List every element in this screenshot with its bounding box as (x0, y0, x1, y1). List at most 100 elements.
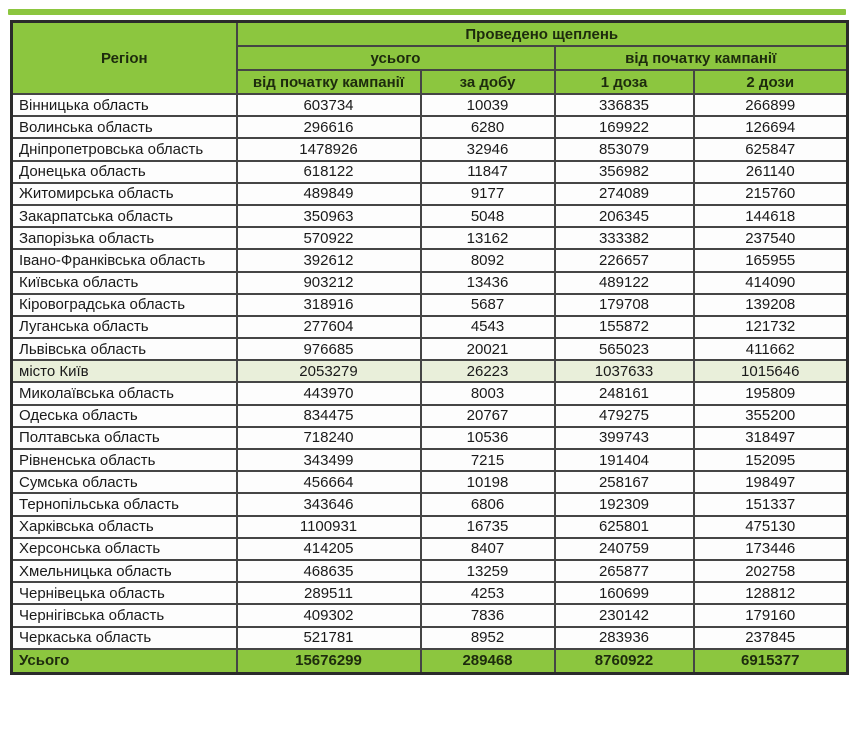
value-cell: 7215 (419, 447, 556, 473)
region-name: Дніпропетровська область (10, 137, 238, 162)
value-cell: 336835 (553, 92, 695, 118)
value-cell: 1100931 (235, 514, 422, 539)
value-cell: 2053279 (235, 359, 422, 384)
table-row: Чернівецька область 289511 4253 160699 12881… (10, 581, 849, 606)
value-cell: 7836 (419, 603, 556, 628)
region-name: Житомирська область (10, 181, 238, 206)
region-name: Рівненська область (10, 447, 238, 473)
value-cell: 570922 (235, 226, 422, 251)
value-cell: 296616 (235, 115, 422, 140)
value-cell: 261140 (692, 159, 849, 184)
region-name: Кіровоградська область (10, 292, 238, 317)
value-cell: 191404 (553, 447, 695, 473)
table-row: Донецька область 618122 11847 356982 261140 (10, 159, 849, 184)
value-cell: 283936 (553, 625, 695, 650)
table-row: Вінницька область 603734 10039 336835 266899 (10, 92, 849, 118)
header-row-columns: від початку кампанії за добу 1 доза 2 до… (12, 69, 849, 95)
value-cell: 128812 (692, 581, 849, 606)
column-header-group: Проведено щеплень (235, 20, 849, 47)
column-header-per-day: за добу (419, 69, 556, 95)
column-header-total-group: усього (235, 45, 556, 71)
value-cell: 8952 (419, 625, 556, 650)
value-cell: 4253 (419, 581, 556, 606)
total-value-per-day: 289468 (419, 647, 556, 675)
table-row: Херсонська область 414205 8407 240759 173446 (10, 536, 849, 561)
value-cell: 392612 (235, 248, 422, 273)
total-value-dose2: 6915377 (692, 647, 849, 675)
region-name: Закарпатська область (10, 203, 238, 229)
region-name: Вінницька область (10, 92, 238, 118)
value-cell: 443970 (235, 381, 422, 406)
value-cell: 603734 (235, 92, 422, 118)
value-cell: 350963 (235, 203, 422, 229)
value-cell: 179160 (692, 603, 849, 628)
table-row: Харківська область 1100931 16735 625801 4751… (10, 514, 849, 539)
region-name: Миколаївська область (10, 381, 238, 406)
value-cell: 489122 (553, 270, 695, 295)
region-name: Херсонська область (10, 536, 238, 561)
value-cell: 20021 (419, 337, 556, 362)
value-cell: 468635 (235, 558, 422, 584)
value-cell: 411662 (692, 337, 849, 362)
region-name: Черкаська область (10, 625, 238, 650)
value-cell: 8003 (419, 381, 556, 406)
total-value-dose1: 8760922 (553, 647, 695, 675)
table-row: Запорізька область 570922 13162 333382 23754… (10, 226, 849, 251)
value-cell: 976685 (235, 337, 422, 362)
column-header-dose2: 2 дози (692, 69, 849, 95)
region-name: Запорізька область (10, 226, 238, 251)
value-cell: 355200 (692, 403, 849, 428)
value-cell: 565023 (553, 337, 695, 362)
table-row: Полтавська область 718240 10536 399743 31849… (10, 425, 849, 451)
total-row: Усього 15676299 289468 8760922 6915377 (10, 647, 849, 675)
value-cell: 13436 (419, 270, 556, 295)
value-cell: 318916 (235, 292, 422, 317)
value-cell: 265877 (553, 558, 695, 584)
table-body: Вінницька область 603734 10039 336835 266899… (10, 92, 849, 650)
value-cell: 6280 (419, 115, 556, 140)
value-cell: 5048 (419, 203, 556, 229)
value-cell: 618122 (235, 159, 422, 184)
table-row: Закарпатська область 350963 5048 206345 1446… (10, 203, 849, 229)
value-cell: 215760 (692, 181, 849, 206)
region-name: Чернігівська область (10, 603, 238, 628)
region-name: Донецька область (10, 159, 238, 184)
value-cell: 903212 (235, 270, 422, 295)
column-header-campaign-group: від початку кампанії (553, 45, 849, 71)
value-cell: 126694 (692, 115, 849, 140)
table-footer: Усього 15676299 289468 8760922 6915377 (10, 647, 849, 675)
table-row: Хмельницька область 468635 13259 265877 2027… (10, 558, 849, 584)
value-cell: 16735 (419, 514, 556, 539)
table-row: Сумська область 456664 10198 258167 198497 (10, 470, 849, 495)
region-name: Харківська область (10, 514, 238, 539)
value-cell: 475130 (692, 514, 849, 539)
value-cell: 356982 (553, 159, 695, 184)
value-cell: 144618 (692, 203, 849, 229)
value-cell: 834475 (235, 403, 422, 428)
region-name: Хмельницька область (10, 558, 238, 584)
value-cell: 343646 (235, 492, 422, 517)
value-cell: 13162 (419, 226, 556, 251)
table-header: Регіон Проведено щеплень усього від поча… (10, 20, 849, 95)
table-row: Рівненська область 343499 7215 191404 152095 (10, 447, 849, 473)
total-label: Усього (10, 647, 238, 675)
region-name: Тернопільська область (10, 492, 238, 517)
value-cell: 8407 (419, 536, 556, 561)
value-cell: 10536 (419, 425, 556, 451)
region-name: Львівська область (10, 337, 238, 362)
column-header-region: Регіон (10, 20, 238, 95)
value-cell: 226657 (553, 248, 695, 273)
value-cell: 625801 (553, 514, 695, 539)
value-cell: 240759 (553, 536, 695, 561)
table-row: Дніпропетровська область 1478926 32946 8530… (10, 137, 849, 162)
value-cell: 198497 (692, 470, 849, 495)
value-cell: 237540 (692, 226, 849, 251)
value-cell: 230142 (553, 603, 695, 628)
value-cell: 26223 (419, 359, 556, 384)
value-cell: 179708 (553, 292, 695, 317)
region-name: Луганська область (10, 314, 238, 340)
value-cell: 202758 (692, 558, 849, 584)
value-cell: 343499 (235, 447, 422, 473)
table-row: Тернопільська область 343646 6806 192309 151… (10, 492, 849, 517)
value-cell: 4543 (419, 314, 556, 340)
